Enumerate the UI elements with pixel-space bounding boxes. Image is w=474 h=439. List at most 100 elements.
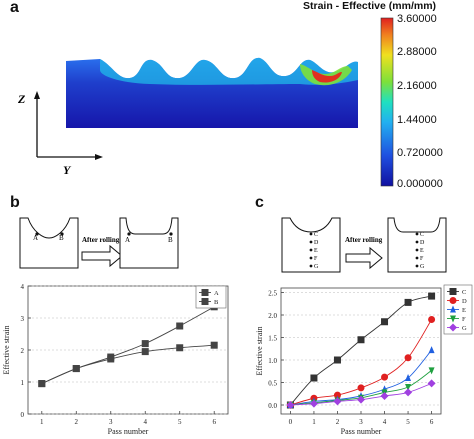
data-point bbox=[72, 365, 80, 373]
data-point bbox=[176, 344, 184, 352]
data-point bbox=[176, 322, 184, 330]
x-axis-label: Pass number bbox=[341, 427, 382, 436]
legend-label: G bbox=[462, 325, 467, 332]
x-tick-label: 1 bbox=[312, 418, 316, 426]
point-a-label: A bbox=[33, 234, 39, 242]
y-tick-label: 0.5 bbox=[268, 380, 277, 388]
x-tick-label: 3 bbox=[359, 418, 363, 426]
high-strain-zone bbox=[300, 64, 352, 86]
data-point bbox=[38, 380, 46, 388]
point-d-label: D bbox=[314, 240, 319, 246]
y-tick-label: 0.0 bbox=[268, 402, 277, 410]
y-axis-label: Effective strain bbox=[2, 326, 11, 375]
data-point bbox=[286, 401, 295, 409]
axis-y-label: Y bbox=[63, 163, 71, 177]
data-point bbox=[428, 367, 435, 375]
x-tick-label: 2 bbox=[336, 418, 340, 426]
point-g-label: G bbox=[314, 264, 319, 270]
points-after-c: C D E F G bbox=[420, 231, 424, 271]
y-tick-label: 1.5 bbox=[268, 335, 277, 343]
data-point bbox=[405, 374, 412, 381]
legend-label: F bbox=[462, 316, 466, 323]
x-tick-label: 5 bbox=[178, 418, 182, 426]
data-point bbox=[141, 348, 149, 356]
x-tick-label: 3 bbox=[109, 418, 113, 426]
schematic-c bbox=[281, 217, 447, 273]
data-point bbox=[141, 340, 149, 348]
legend-label: C bbox=[462, 289, 466, 296]
y-tick-label: 0 bbox=[21, 411, 25, 419]
y-tick-label: 2.0 bbox=[268, 312, 277, 320]
colorbar-tick: 0.720000 bbox=[397, 147, 443, 159]
y-tick-label: 1 bbox=[21, 379, 25, 387]
legend-marker bbox=[201, 289, 209, 296]
chart-c: 0.0 0.5 1.0 1.5 2.0 2.5 0 1 2 3 4 5 6 Pass number Effe… bbox=[255, 284, 473, 436]
data-point bbox=[404, 388, 413, 397]
point-e-label: E bbox=[314, 248, 318, 254]
data-point bbox=[404, 354, 412, 362]
point-g-after-label: G bbox=[420, 264, 425, 270]
legend-box bbox=[195, 285, 227, 309]
points-before-c: C D E F G bbox=[314, 231, 318, 271]
after-rolling-label: After rolling bbox=[82, 236, 120, 244]
x-tick-label: 4 bbox=[383, 418, 387, 426]
y-tick-label: 1.0 bbox=[268, 357, 277, 365]
legend-label: B bbox=[214, 299, 219, 306]
colorbar-tick: 1.44000 bbox=[397, 114, 437, 126]
y-axis-label: Effective strain bbox=[255, 327, 264, 376]
panel-a-label: a bbox=[10, 0, 19, 16]
point-f-label: F bbox=[314, 256, 318, 262]
data-point bbox=[310, 374, 318, 382]
y-tick-label: 4 bbox=[21, 283, 25, 291]
x-tick-label: 1 bbox=[40, 418, 44, 426]
point-f-after-label: F bbox=[420, 256, 424, 262]
x-tick-label: 2 bbox=[75, 418, 79, 426]
data-point bbox=[309, 399, 318, 408]
x-tick-label: 0 bbox=[289, 418, 293, 426]
after-rolling-label-c: After rolling bbox=[345, 236, 383, 244]
colorbar bbox=[380, 17, 394, 187]
point-e-after-label: E bbox=[420, 248, 424, 254]
data-point bbox=[107, 355, 115, 363]
colorbar-tick: 3.60000 bbox=[397, 13, 437, 25]
data-point bbox=[357, 395, 365, 404]
panel-b-label: b bbox=[10, 194, 20, 211]
data-point bbox=[333, 397, 342, 406]
data-point bbox=[380, 392, 389, 400]
legend-label: A bbox=[214, 290, 219, 297]
data-point bbox=[427, 379, 436, 388]
data-point bbox=[381, 373, 389, 381]
data-point bbox=[428, 316, 436, 323]
x-tick-label: 6 bbox=[430, 418, 434, 426]
data-point bbox=[357, 384, 365, 392]
colorbar-tick: 0.000000 bbox=[397, 178, 443, 190]
axis-z-label: Z bbox=[18, 92, 26, 106]
data-point bbox=[381, 318, 389, 326]
point-b-label: B bbox=[59, 234, 64, 242]
peak-strain-zone bbox=[312, 70, 342, 83]
schematic-b bbox=[19, 217, 179, 269]
legend-label: E bbox=[462, 307, 466, 314]
y-tick-label: 3 bbox=[21, 315, 25, 323]
x-tick-label: 6 bbox=[212, 418, 216, 426]
y-tick-label: 2.5 bbox=[268, 290, 277, 298]
colorbar-tick: 2.16000 bbox=[397, 80, 437, 92]
legend-marker bbox=[201, 298, 209, 305]
legend-marker bbox=[449, 288, 457, 295]
data-point bbox=[405, 384, 412, 391]
legend-marker bbox=[449, 323, 457, 332]
data-point bbox=[404, 298, 412, 306]
legend-label: D bbox=[462, 298, 467, 305]
legend-marker bbox=[450, 305, 456, 313]
fem-panel bbox=[34, 17, 394, 187]
colorbar-title: Strain - Effective (mm/mm) bbox=[303, 0, 437, 12]
x-axis-label: Pass number bbox=[108, 427, 149, 436]
legend-marker bbox=[450, 315, 456, 323]
data-point bbox=[210, 341, 218, 349]
data-point bbox=[428, 292, 436, 300]
data-point bbox=[357, 336, 365, 344]
panel-c-label: c bbox=[255, 194, 264, 211]
strain-band bbox=[100, 57, 358, 85]
x-tick-label: 4 bbox=[143, 418, 147, 426]
